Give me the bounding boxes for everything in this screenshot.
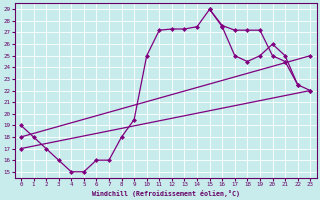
X-axis label: Windchill (Refroidissement éolien,°C): Windchill (Refroidissement éolien,°C) — [92, 190, 240, 197]
